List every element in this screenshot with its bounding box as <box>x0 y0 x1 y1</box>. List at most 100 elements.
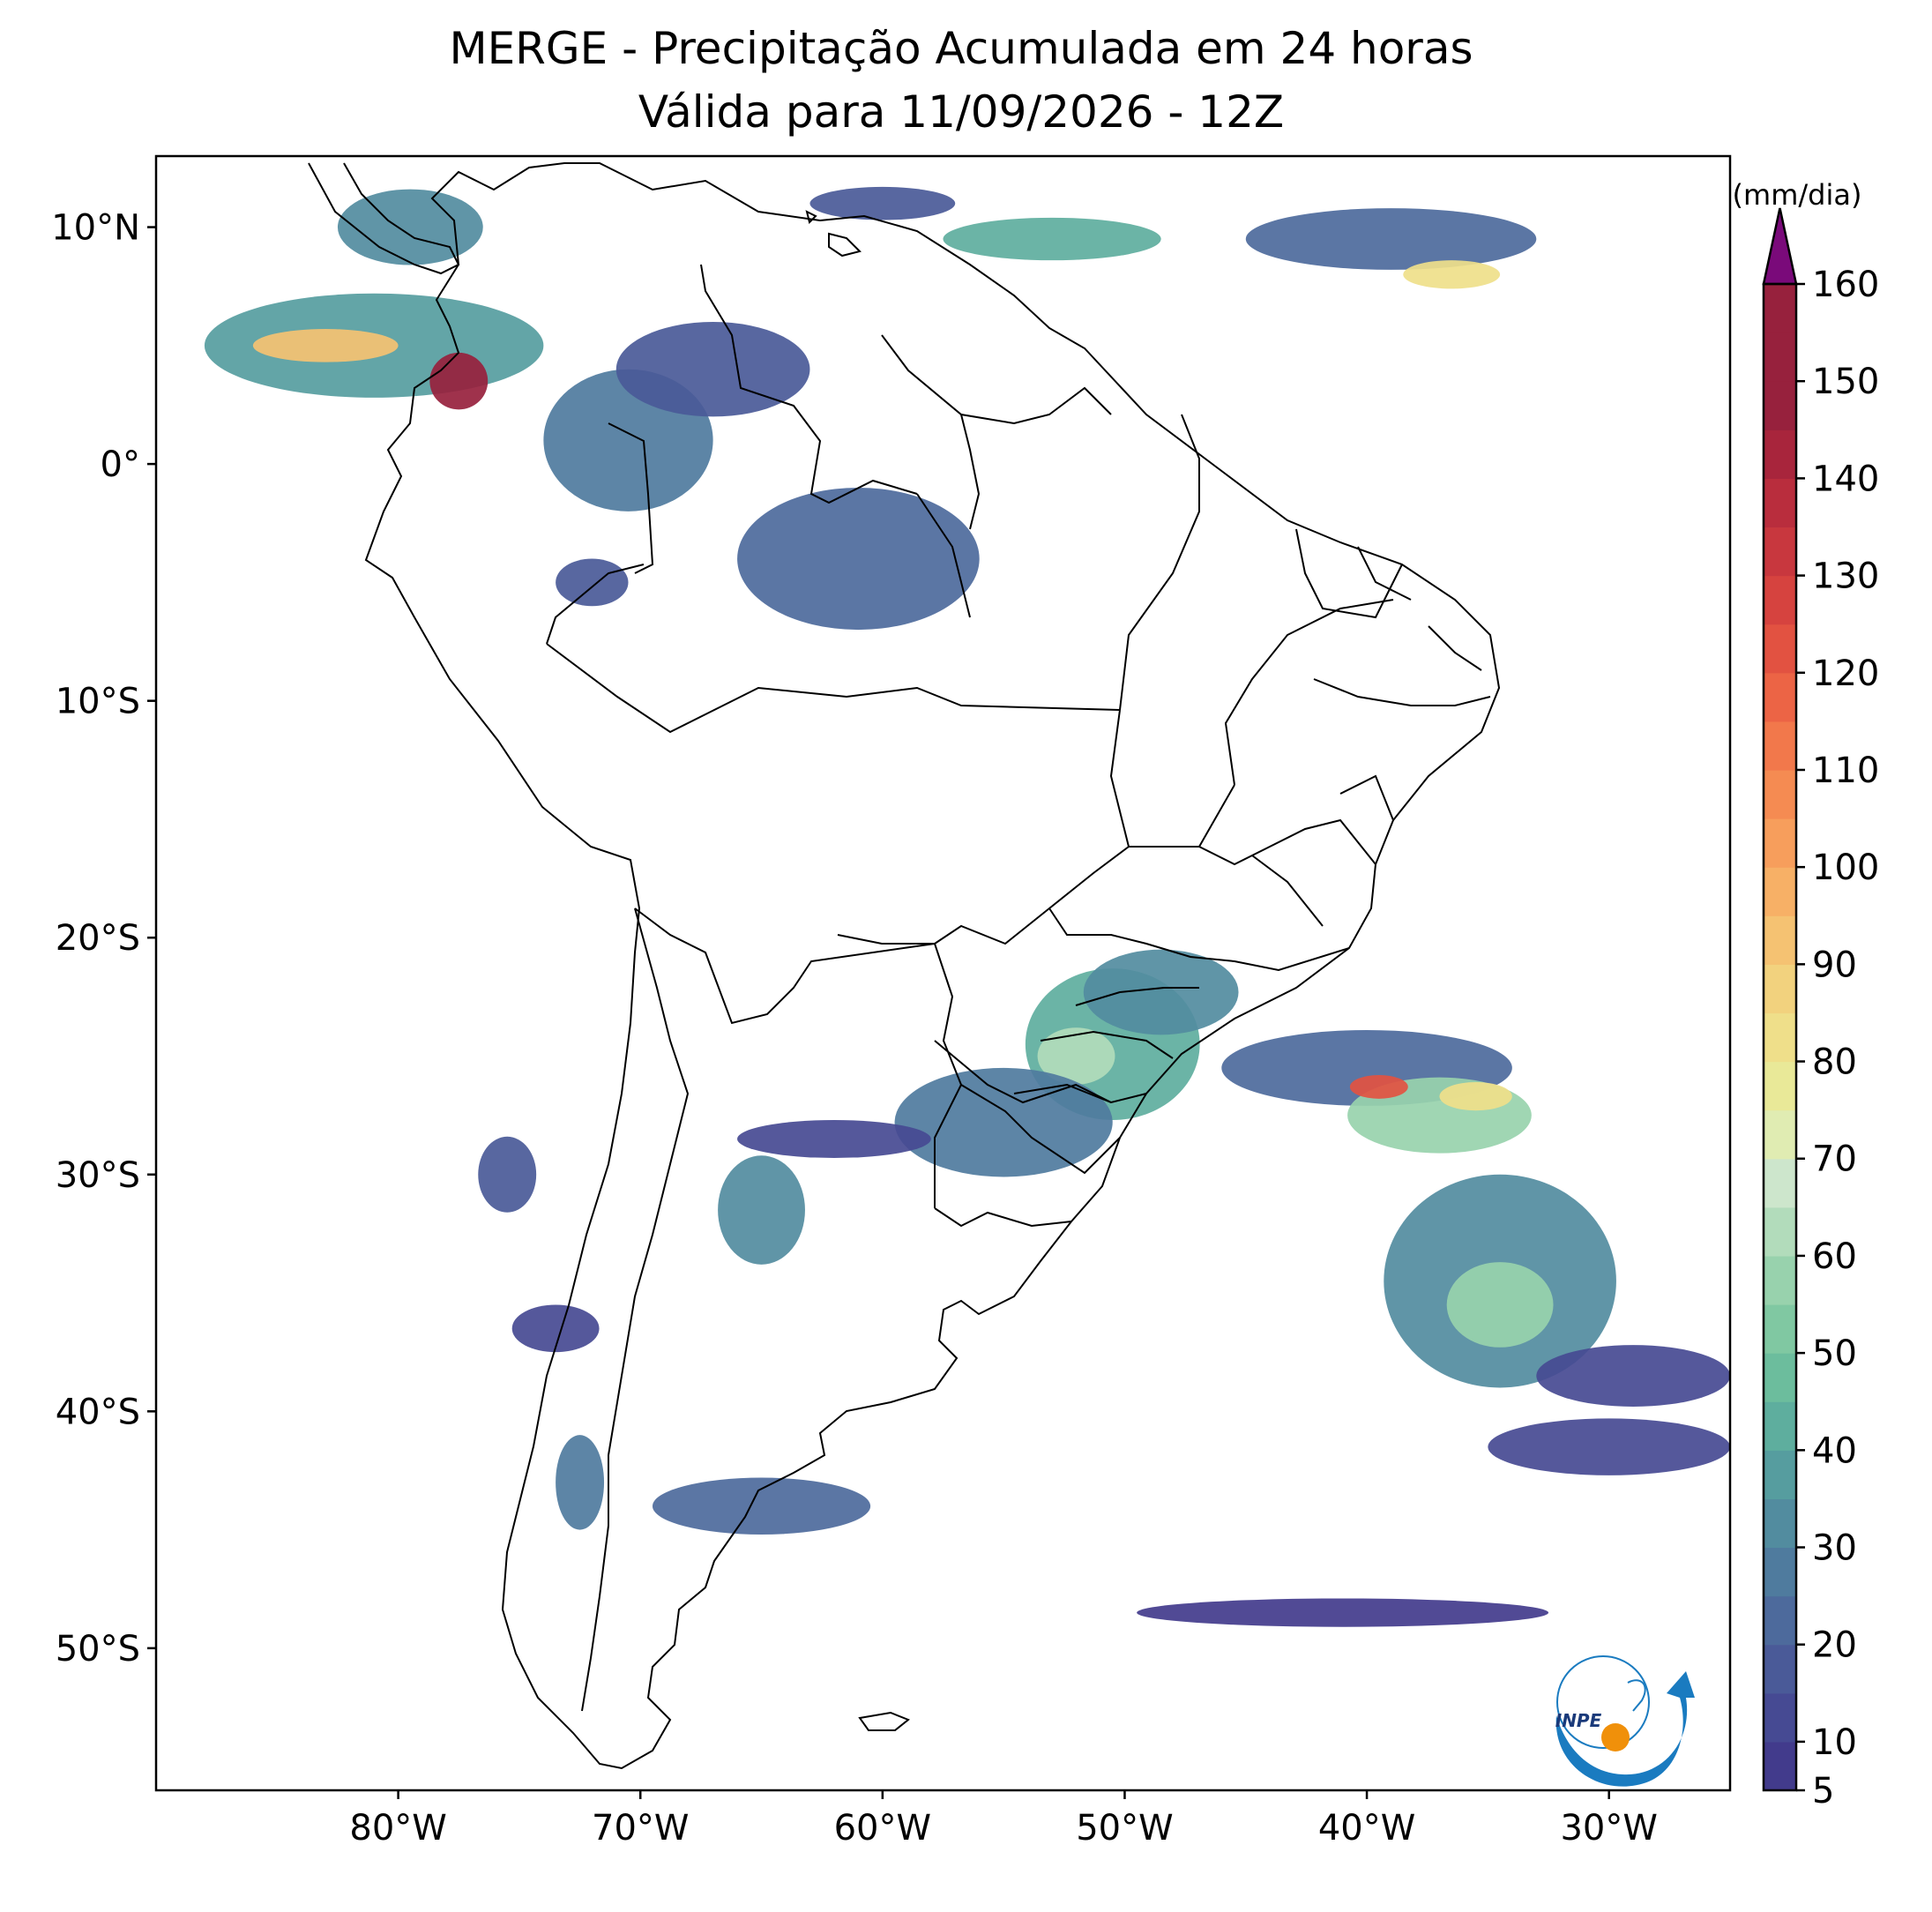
national-border <box>960 414 981 530</box>
precip-area <box>718 1155 805 1265</box>
colorbar-band <box>1764 721 1796 771</box>
precip-area <box>737 1120 931 1158</box>
national-border <box>581 907 690 1712</box>
lon-tick-label: 30°W <box>1560 1808 1657 1849</box>
colorbar-tick-label: 40 <box>1812 1430 1857 1471</box>
colorbar-band <box>1764 1450 1796 1500</box>
colorbar-band <box>1764 575 1796 625</box>
logo-arrow-icon <box>1627 1679 1646 1712</box>
state-border <box>1198 818 1376 866</box>
lat-tick-label: 0° <box>101 444 140 485</box>
colorbar-band <box>1764 672 1796 722</box>
precip-area <box>478 1136 537 1213</box>
colorbar-band <box>1764 964 1796 1014</box>
precip-area <box>652 1477 871 1535</box>
precip-area <box>1403 260 1501 289</box>
colorbar-band <box>1764 429 1796 479</box>
colorbar-band <box>1764 1206 1796 1257</box>
precip-area <box>1245 208 1537 270</box>
state-border <box>1048 907 1350 972</box>
colorbar-tick-label: 70 <box>1812 1139 1857 1180</box>
precip-area <box>1536 1345 1730 1407</box>
state-border <box>1040 1030 1174 1059</box>
colorbar-band <box>1764 915 1796 965</box>
colorbar-extend-arrow <box>1762 207 1798 286</box>
colorbar-band <box>1764 1498 1796 1549</box>
state-border <box>1224 599 1394 786</box>
national-border <box>634 907 962 1086</box>
colorbar-tick-label: 120 <box>1812 654 1879 694</box>
precip-area <box>1037 1027 1115 1085</box>
national-border <box>837 934 935 945</box>
lat-tick-label: 20°S <box>56 918 140 959</box>
colorbar-band <box>1764 769 1796 819</box>
precip-area <box>1137 1598 1549 1627</box>
lon-tick-label: 40°W <box>1318 1808 1415 1849</box>
colorbar-band <box>1764 284 1796 333</box>
national-border <box>608 422 654 574</box>
colorbar-band <box>1764 1353 1796 1402</box>
colorbar-tick-label: 110 <box>1812 751 1879 791</box>
national-border <box>934 1040 1112 1104</box>
state-border <box>1295 528 1403 619</box>
precip-area <box>556 1435 605 1530</box>
colorbar-tick-label: 160 <box>1812 265 1879 305</box>
state-border <box>1013 1083 1147 1104</box>
logo-text: INPE <box>1555 1710 1602 1731</box>
logo-dot-icon <box>1601 1723 1630 1751</box>
precip-area <box>1083 949 1239 1035</box>
coastlines-and-borders <box>308 162 1501 1770</box>
south-america-coastline <box>364 162 1501 1770</box>
colorbar-band <box>1764 527 1796 577</box>
falkland-islands <box>858 1711 910 1731</box>
national-border <box>934 1084 962 1208</box>
colorbar-band <box>1764 624 1796 674</box>
lat-tick-label: 30°S <box>56 1155 140 1196</box>
colorbar-tick-label: 30 <box>1812 1528 1857 1569</box>
national-border <box>546 643 1121 734</box>
national-border <box>934 1207 1072 1228</box>
colorbar-band <box>1764 1401 1796 1451</box>
national-border <box>546 564 645 645</box>
colorbar-unit-label: (mm/dia) <box>1733 178 1862 212</box>
lon-tick-label: 50°W <box>1076 1808 1173 1849</box>
colorbar-tick-label: 50 <box>1812 1333 1857 1374</box>
colorbar-tick-label: 90 <box>1812 945 1857 985</box>
precip-area <box>809 186 956 220</box>
colorbar-tick-label: 130 <box>1812 556 1879 597</box>
map-frame <box>154 154 1732 1792</box>
colorbar-band <box>1764 1109 1796 1160</box>
caribbean-island <box>805 210 817 224</box>
national-border <box>881 334 1112 425</box>
colorbar-band <box>1764 1012 1796 1063</box>
precip-area <box>337 189 483 265</box>
colorbar-tick-label: 60 <box>1812 1236 1857 1277</box>
precip-area <box>737 487 980 631</box>
precip-area <box>943 217 1161 261</box>
caribbean-island <box>828 232 862 258</box>
inpe-logo: INPE <box>1555 1655 1695 1787</box>
state-border <box>916 493 971 618</box>
colorbar-frame <box>1762 282 1798 1792</box>
logo-orbit-icon <box>1556 1655 1650 1749</box>
state-border <box>1313 678 1491 706</box>
colorbar-tick-label: 20 <box>1812 1625 1857 1666</box>
colorbar-band <box>1764 1692 1796 1743</box>
precip-area <box>511 1304 600 1353</box>
colorbar-band <box>1764 867 1796 916</box>
colorbar: 5 10 20 30 40 50 60 70 80 90 100 110 120 130 140 150 160… <box>1733 178 1880 1811</box>
colorbar-band <box>1764 1547 1796 1597</box>
national-border <box>1119 414 1200 711</box>
state-border <box>1357 546 1412 601</box>
colorbar-band <box>1764 381 1796 430</box>
colorbar-tick-label: 10 <box>1812 1722 1857 1763</box>
colorbar-tick-label: 150 <box>1812 362 1879 402</box>
state-border <box>1075 987 1199 1006</box>
latitude-axis: 10°N 0° 10°S 20°S 30°S 40°S 50°S <box>51 208 156 1669</box>
colorbar-band <box>1764 478 1796 528</box>
central-america-coastline <box>308 162 460 275</box>
colorbar-tick-label: 5 <box>1812 1771 1834 1811</box>
colorbar-band <box>1764 1158 1796 1208</box>
colorbar-tick-label: 100 <box>1812 848 1879 888</box>
map-title: MERGE - Precipitação Acumulada em 24 hor… <box>449 23 1473 74</box>
